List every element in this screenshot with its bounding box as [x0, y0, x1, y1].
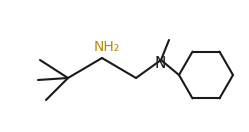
Text: NH₂: NH₂: [94, 40, 120, 54]
Text: N: N: [154, 56, 166, 72]
